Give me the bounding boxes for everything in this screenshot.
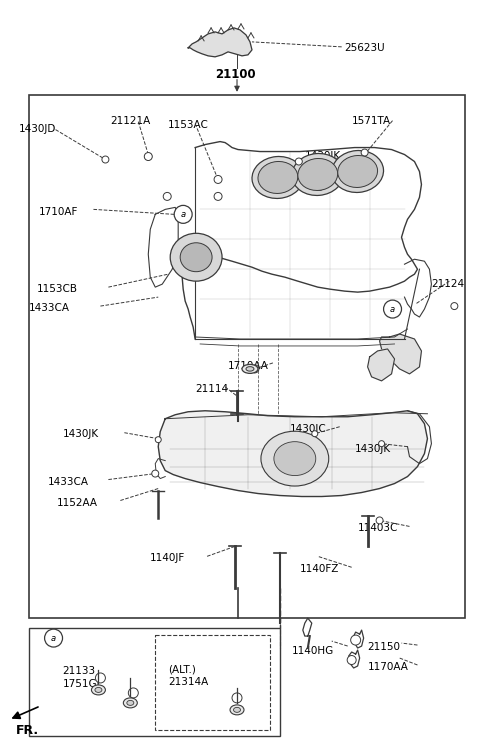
Bar [155,635,270,730]
Ellipse shape [298,158,337,190]
Ellipse shape [261,431,329,486]
Ellipse shape [180,243,212,272]
Text: 1153AC: 1153AC [168,120,209,130]
Text: 1430JK: 1430JK [355,444,391,454]
Text: 1710AF: 1710AF [38,207,78,218]
Text: 1152AA: 1152AA [57,497,97,508]
Text: 11403C: 11403C [358,523,398,534]
Circle shape [144,152,152,161]
Ellipse shape [127,700,134,705]
Ellipse shape [274,442,316,476]
Text: 1433CA: 1433CA [29,303,70,313]
Text: 1430JK: 1430JK [62,428,99,439]
Text: a: a [51,633,56,642]
Text: 1430JC: 1430JC [290,424,326,434]
Circle shape [96,673,106,683]
Ellipse shape [230,705,244,715]
Text: 1140JF: 1140JF [150,554,185,563]
Ellipse shape [123,698,137,708]
Circle shape [163,192,171,201]
Text: 21114: 21114 [195,384,228,394]
Circle shape [351,635,360,645]
Circle shape [232,693,242,703]
Ellipse shape [332,150,384,192]
Circle shape [361,149,368,156]
Ellipse shape [252,156,304,198]
Text: 1140FZ: 1140FZ [300,565,339,574]
Circle shape [295,158,302,165]
Text: 25623U: 25623U [345,43,385,53]
Circle shape [379,441,384,447]
Circle shape [384,300,401,318]
Ellipse shape [170,233,222,281]
Circle shape [155,437,161,443]
Text: (ALT.): (ALT.) [168,664,196,674]
Ellipse shape [258,161,298,193]
Ellipse shape [92,685,106,695]
Circle shape [152,470,159,477]
Text: 21133: 21133 [62,666,96,676]
Circle shape [312,431,318,437]
Text: 1751GI: 1751GI [62,679,100,689]
Polygon shape [188,28,252,57]
Text: a: a [180,210,186,219]
Ellipse shape [338,155,378,187]
Circle shape [128,688,138,698]
Text: 21150: 21150 [368,642,401,652]
Ellipse shape [233,707,240,713]
Polygon shape [158,411,427,497]
Circle shape [102,156,109,163]
Text: a: a [390,305,395,314]
Text: 21314A: 21314A [168,677,208,687]
Polygon shape [368,349,395,381]
Text: 1710AA: 1710AA [228,361,269,371]
Circle shape [347,656,356,665]
Circle shape [145,153,152,160]
Ellipse shape [242,364,258,374]
Circle shape [45,629,62,647]
Text: 21121A: 21121A [110,115,151,126]
Circle shape [214,175,222,184]
Polygon shape [380,334,421,374]
Text: 21100: 21100 [215,68,255,81]
Circle shape [305,161,311,167]
Text: 1153CB: 1153CB [36,284,78,294]
Bar [29,628,280,736]
Circle shape [376,517,383,524]
Text: 1430JK: 1430JK [305,150,341,161]
Circle shape [214,192,222,201]
Circle shape [317,184,323,190]
Bar [29,95,465,618]
Text: 1430JD: 1430JD [19,124,56,134]
Text: 1433CA: 1433CA [48,477,89,487]
Circle shape [251,365,259,373]
Text: 21124: 21124 [432,279,465,289]
Text: 1430JK: 1430JK [320,173,356,184]
Circle shape [174,206,192,223]
Text: FR.: FR. [16,724,39,737]
Ellipse shape [95,687,102,693]
Text: 1571TA: 1571TA [352,115,391,126]
Ellipse shape [292,153,344,195]
Text: 1140HG: 1140HG [292,646,334,656]
Ellipse shape [246,366,254,371]
Circle shape [451,303,458,309]
Text: 1170AA: 1170AA [368,662,408,672]
